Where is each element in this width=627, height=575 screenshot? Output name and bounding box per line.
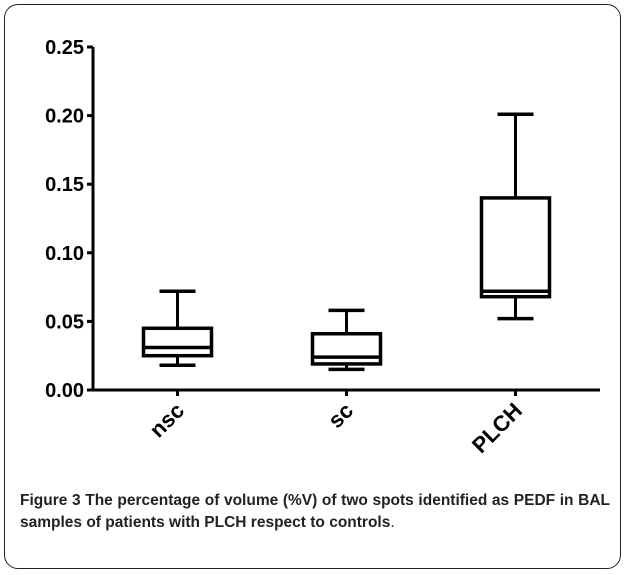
x-tick-label: PLCH <box>467 398 527 458</box>
iqr-box <box>310 331 383 366</box>
box-plot: 0.00 0.05 0.10 0.15 0.20 0.25 nsc sc PLCH <box>45 37 600 458</box>
caption-text: The percentage of volume (%V) of two spo… <box>20 492 610 531</box>
box-nsc <box>141 289 214 368</box>
y-tick-label: 0.20 <box>45 106 84 128</box>
y-tick-label: 0.15 <box>45 174 84 196</box>
y-tick-label: 0.25 <box>45 37 84 59</box>
x-axis-ticks: nsc sc PLCH <box>145 390 527 458</box>
figure-caption: Figure 3 The percentage of volume (%V) o… <box>20 490 610 534</box>
x-tick-label: sc <box>323 398 358 433</box>
iqr-box <box>141 326 214 358</box>
x-tick-label: nsc <box>145 398 189 442</box>
y-tick-label: 0.05 <box>45 311 84 333</box>
y-axis-ticks: 0.00 0.05 0.10 0.15 0.20 0.25 <box>45 37 93 402</box>
box-plch <box>479 112 552 321</box>
y-tick-label: 0.00 <box>45 380 84 402</box>
boxes <box>141 112 552 372</box>
caption-period: . <box>390 514 395 531</box>
caption-label: Figure 3 <box>20 492 81 509</box>
y-tick-label: 0.10 <box>45 243 84 265</box>
iqr-box <box>479 196 552 299</box>
box-sc <box>310 308 383 372</box>
